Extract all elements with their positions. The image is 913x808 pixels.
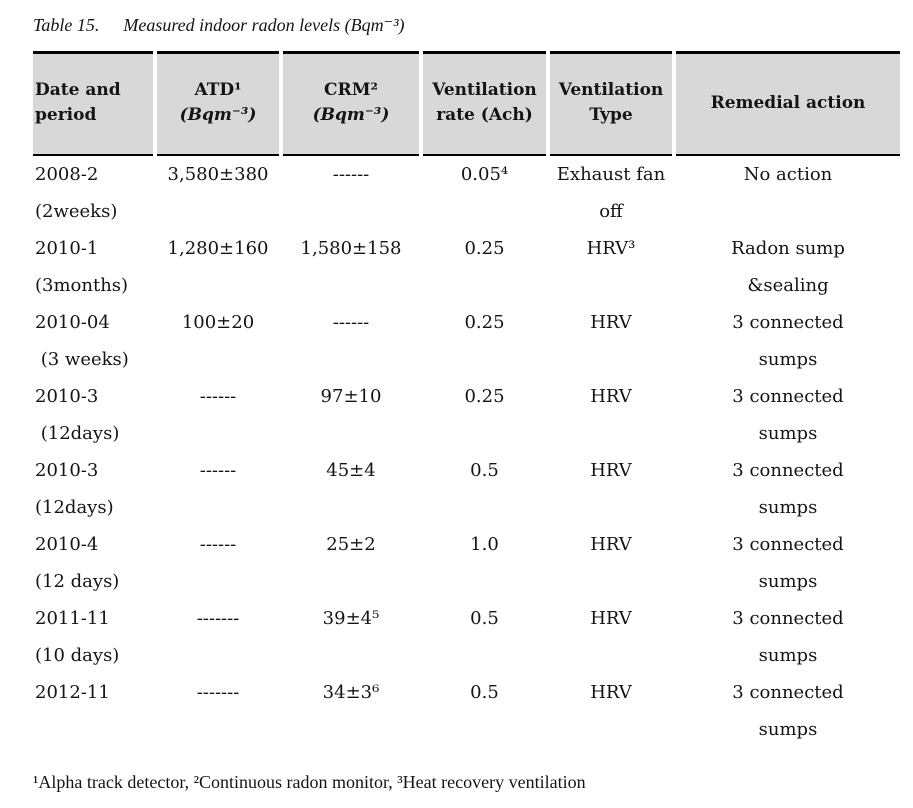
column-header-line: ATD¹ [194, 80, 242, 100]
table-body: 2008-2 (2weeks) 3,580±380 ------ 0.05⁴ Exhau… [33, 156, 900, 748]
table-caption: Table 15. Measured indoor radon levels (B… [33, 12, 913, 38]
table-cell: HRV [590, 312, 632, 333]
table-cell: 1,580±158 [300, 238, 402, 259]
table-cell: ------- [196, 682, 240, 703]
column-header-date-period: Date and period [33, 51, 153, 156]
table-header-row: Date and period ATD¹ (Bqm⁻³) CRM² (Bqm⁻³) Vent… [33, 51, 900, 156]
table-cell: 45±4 [326, 460, 376, 481]
table-cell: ------ [199, 386, 237, 407]
column-header-remedial-action: Remedial action [676, 51, 900, 156]
column-header-ventilation-type: Ventilation Type [550, 51, 672, 156]
table-cell: HRV [590, 682, 632, 703]
table-cell: 2010-3 (12days) [35, 386, 120, 444]
table-cell: 1.0 [470, 534, 499, 555]
table-row: 2010-04 (3 weeks) 100±20 ------ 0.25 HRV 3 co… [33, 304, 900, 378]
table-cell: 0.5 [470, 608, 499, 629]
column-header-line: Ventilation [558, 80, 664, 100]
table-row: 2010-1 (3months) 1,280±160 1,580±158 0.25 HR… [33, 230, 900, 304]
table-cell: HRV [590, 534, 632, 555]
table-cell: 39±4⁵ [322, 608, 380, 629]
column-header-line: Type [589, 105, 633, 125]
table-cell: Exhaust fan off [556, 164, 666, 222]
table-cell: No action [743, 164, 833, 185]
table-cell: 3 connected sumps [732, 682, 844, 740]
table-cell: 3,580±380 [167, 164, 269, 185]
table-cell: 100±20 [181, 312, 255, 333]
table-cell: 2010-04 (3 weeks) [35, 312, 129, 370]
table-cell: 25±2 [326, 534, 376, 555]
table-row: 2012-11 ------- 34±3⁶ 0.5 HRV 3 connected sum… [33, 674, 900, 748]
radon-levels-table: Date and period ATD¹ (Bqm⁻³) CRM² (Bqm⁻³) Vent… [29, 51, 904, 748]
table-number: Table 15. [33, 15, 100, 35]
column-header-line: (Bqm⁻³) [179, 105, 257, 125]
column-header-line: CRM² [324, 80, 378, 100]
table-cell: 2012-11 [35, 682, 110, 703]
table-cell: 2008-2 (2weeks) [35, 164, 118, 222]
table-cell: 0.25 [464, 312, 505, 333]
column-header-line: Remedial action [710, 92, 866, 113]
table-cell: ------ [332, 164, 370, 185]
table-cell: 0.5 [470, 682, 499, 703]
table-cell: HRV [590, 608, 632, 629]
table-cell: 0.25 [464, 238, 505, 259]
column-header-line: Date and [35, 80, 121, 100]
table-footnote: ¹Alpha track detector, ²Continuous radon… [33, 772, 586, 792]
table-cell: 2010-1 (3months) [35, 238, 129, 296]
table-cell: 0.05⁴ [460, 164, 509, 185]
table-cell: ------ [199, 534, 237, 555]
table-cell: 0.25 [464, 386, 505, 407]
table-row: 2008-2 (2weeks) 3,580±380 ------ 0.05⁴ Exhau… [33, 156, 900, 230]
table-cell: 3 connected sumps [732, 534, 844, 592]
column-header-atd: ATD¹ (Bqm⁻³) [157, 51, 279, 156]
table-cell: 2010-4 (12 days) [35, 534, 120, 592]
table-title: Measured indoor radon levels (Bqm⁻³) [123, 15, 405, 35]
table-cell: ------ [199, 460, 237, 481]
table-row: 2011-11 (10 days) ------- 39±4⁵ 0.5 HRV 3 con… [33, 600, 900, 674]
table-cell: 2011-11 (10 days) [35, 608, 120, 666]
table-cell: 34±3⁶ [322, 682, 380, 703]
column-header-ventilation-rate: Ventilation rate (Ach) [423, 51, 546, 156]
table-cell: HRV³ [586, 238, 636, 259]
table-cell: Radon sump &sealing [731, 238, 845, 296]
table-cell: 3 connected sumps [732, 608, 844, 666]
table-cell: 1,280±160 [167, 238, 269, 259]
table-cell: ------ [332, 312, 370, 333]
table-cell: 3 connected sumps [732, 312, 844, 370]
column-header-line: rate (Ach) [436, 105, 533, 125]
table-header: Date and period ATD¹ (Bqm⁻³) CRM² (Bqm⁻³) Vent… [33, 51, 900, 156]
table-cell: 2010-3 (12days) [35, 460, 114, 518]
table-row: 2010-3 (12days) ------ 45±4 0.5 HRV 3 connect… [33, 452, 900, 526]
table-cell: HRV [590, 386, 632, 407]
table-row: 2010-3 (12days) ------ 97±10 0.25 HRV 3 conne… [33, 378, 900, 452]
column-header-line: Ventilation [432, 80, 537, 100]
table-cell: 97±10 [320, 386, 382, 407]
table-cell: 3 connected sumps [732, 386, 844, 444]
table-cell: ------- [196, 608, 240, 629]
table-cell: HRV [590, 460, 632, 481]
column-header-crm: CRM² (Bqm⁻³) [283, 51, 419, 156]
table-cell: 0.5 [470, 460, 499, 481]
table-row: 2010-4 (12 days) ------ 25±2 1.0 HRV 3 connec… [33, 526, 900, 600]
column-header-line: (Bqm⁻³) [312, 105, 390, 125]
table-cell: 3 connected sumps [732, 460, 844, 518]
column-header-line: period [35, 105, 97, 125]
